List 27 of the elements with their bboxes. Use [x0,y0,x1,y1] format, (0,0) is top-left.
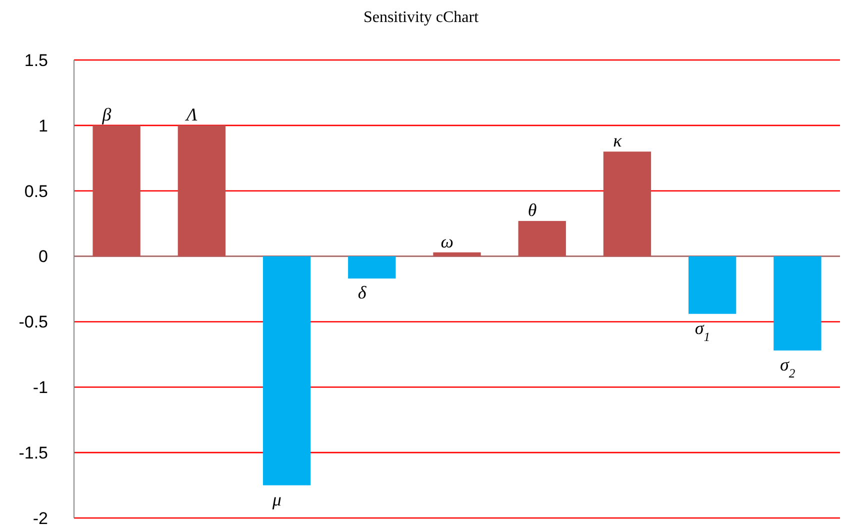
x-tick-label: κ [613,130,622,151]
x-tick-label: β [101,104,112,124]
bar [178,125,226,256]
bar [92,125,140,256]
bar [433,252,481,256]
x-tick-label: δ [358,282,367,303]
x-tick-label: ω [440,231,454,252]
y-tick-label: -1 [32,378,48,398]
bar [348,256,396,279]
y-tick-label: 1.5 [24,50,48,70]
x-tick-label: Λ [184,104,198,124]
y-tick-label: -0.5 [18,312,48,332]
x-tick-label: σ$_{2}$ [780,354,796,381]
x-tick-label: μ [271,489,282,510]
bar [774,256,822,351]
y-tick-label: -2 [32,508,48,528]
y-tick-label: 0 [38,247,48,266]
bar [262,256,311,486]
chart-title: Sensitivity cChart [363,9,480,26]
bar [603,152,652,256]
x-tick-label: θ [528,200,537,220]
bar [688,256,736,314]
bar [518,220,566,256]
y-tick-label: 0.5 [24,182,48,201]
y-tick-label: -1.5 [18,444,48,463]
x-tick-label: σ$_{1}$ [694,318,710,344]
y-tick-label: 1 [38,116,48,136]
